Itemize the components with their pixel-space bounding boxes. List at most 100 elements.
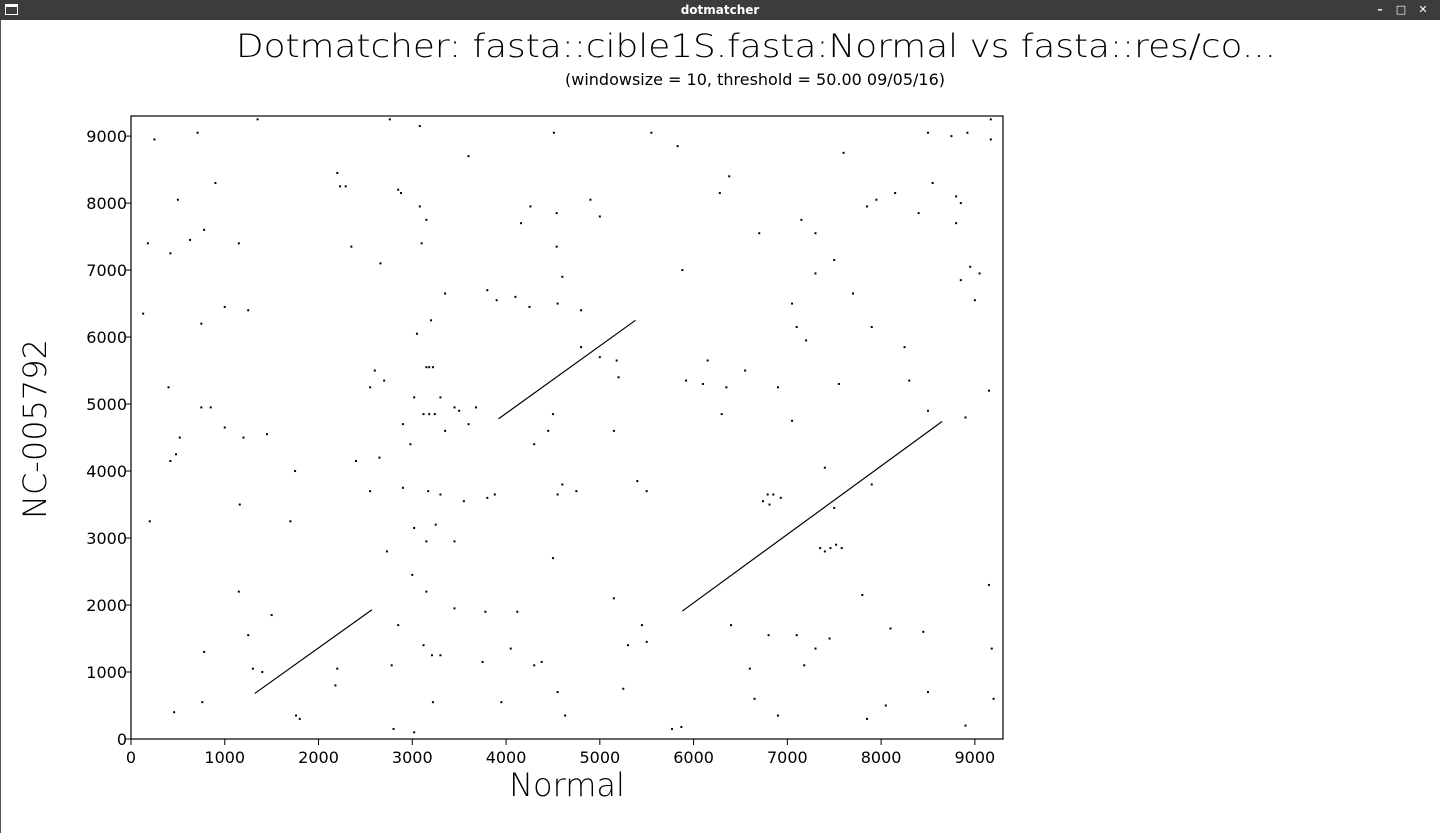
dot-point bbox=[475, 406, 478, 409]
dot-point bbox=[926, 131, 929, 134]
dot-point bbox=[753, 697, 756, 700]
dot-point bbox=[425, 540, 428, 543]
dot-point bbox=[176, 198, 179, 201]
dot-point bbox=[261, 671, 264, 674]
dot-point bbox=[203, 228, 206, 231]
dot-point bbox=[453, 540, 456, 543]
dot-point bbox=[800, 218, 803, 221]
dot-point bbox=[884, 704, 887, 707]
y-tick-label: 5000 bbox=[86, 395, 127, 414]
dot-point bbox=[728, 175, 731, 178]
dot-point bbox=[529, 205, 532, 208]
dot-point bbox=[169, 459, 172, 462]
dot-point bbox=[169, 252, 172, 255]
dot-point bbox=[959, 202, 962, 205]
dot-point bbox=[223, 426, 226, 429]
dot-point bbox=[779, 496, 782, 499]
dot-point bbox=[256, 118, 259, 121]
dot-point bbox=[950, 135, 953, 138]
dot-point bbox=[400, 192, 403, 195]
dot-point bbox=[833, 506, 836, 509]
dot-point bbox=[978, 272, 981, 275]
dot-point bbox=[555, 245, 558, 248]
dot-point bbox=[833, 259, 836, 262]
dot-point bbox=[575, 490, 578, 493]
chart-title: Dotmatcher: fasta::cible1S.fasta:Normal … bbox=[236, 27, 1276, 65]
dot-point bbox=[926, 691, 929, 694]
dot-point bbox=[556, 302, 559, 305]
dot-point bbox=[453, 607, 456, 610]
dot-point bbox=[415, 332, 418, 335]
dot-point bbox=[369, 490, 372, 493]
minimize-icon[interactable]: – bbox=[1377, 3, 1383, 16]
dot-point bbox=[484, 610, 487, 613]
dot-point bbox=[671, 727, 674, 730]
dot-point bbox=[201, 701, 204, 704]
dot-point bbox=[425, 366, 428, 369]
dot-point bbox=[223, 305, 226, 308]
dot-point bbox=[528, 305, 531, 308]
dot-point bbox=[650, 131, 653, 134]
dot-point bbox=[369, 386, 372, 389]
dot-point bbox=[397, 624, 400, 627]
dot-point bbox=[959, 279, 962, 282]
chart-subtitle: (windowsize = 10, threshold = 50.00 09/0… bbox=[565, 70, 945, 89]
dot-point bbox=[776, 714, 779, 717]
dot-point bbox=[555, 212, 558, 215]
dot-point bbox=[875, 198, 878, 201]
dot-point bbox=[795, 326, 798, 329]
dot-point bbox=[851, 292, 854, 295]
dot-point bbox=[533, 664, 536, 667]
x-tick-label: 3000 bbox=[392, 748, 433, 767]
plot-area bbox=[130, 115, 1004, 740]
dot-point bbox=[434, 523, 437, 526]
window-title: dotmatcher bbox=[680, 3, 760, 17]
dot-point bbox=[420, 242, 423, 245]
dot-point bbox=[829, 547, 832, 550]
dot-point bbox=[200, 406, 203, 409]
dot-point bbox=[214, 181, 217, 184]
dot-point bbox=[955, 222, 958, 225]
dot-point bbox=[922, 630, 925, 633]
dot-point bbox=[828, 637, 831, 640]
dot-point bbox=[866, 717, 869, 720]
x-tick-label: 2000 bbox=[298, 748, 339, 767]
dot-point bbox=[894, 192, 897, 195]
dot-point bbox=[458, 409, 461, 412]
y-tick-label: 3000 bbox=[86, 529, 127, 548]
dot-point bbox=[551, 413, 554, 416]
dot-point bbox=[720, 413, 723, 416]
dot-point bbox=[462, 500, 465, 503]
y-tick-label: 4000 bbox=[86, 462, 127, 481]
dot-point bbox=[444, 292, 447, 295]
dot-point bbox=[772, 493, 775, 496]
dot-point bbox=[842, 151, 845, 154]
dot-point bbox=[685, 379, 688, 382]
dot-point bbox=[989, 118, 992, 121]
dot-point bbox=[966, 131, 969, 134]
app-window-icon[interactable] bbox=[5, 4, 18, 15]
dot-point bbox=[768, 503, 771, 506]
maximize-icon[interactable]: □ bbox=[1395, 3, 1407, 16]
dot-point bbox=[612, 429, 615, 432]
dot-point bbox=[866, 205, 869, 208]
dot-point bbox=[237, 242, 240, 245]
x-tick-label: 6000 bbox=[673, 748, 714, 767]
dot-point bbox=[392, 727, 395, 730]
dot-point bbox=[196, 131, 199, 134]
dot-point bbox=[200, 322, 203, 325]
dot-point bbox=[767, 634, 770, 637]
dot-point bbox=[439, 396, 442, 399]
dot-point bbox=[173, 711, 176, 714]
dot-point bbox=[730, 624, 733, 627]
dot-point bbox=[379, 262, 382, 265]
dot-point bbox=[486, 289, 489, 292]
dot-point bbox=[430, 654, 433, 657]
dot-point bbox=[840, 547, 843, 550]
dot-point bbox=[598, 356, 601, 359]
x-axis: 0 1000 2000 3000 4000 5000 6000 7000 8000 9000 bbox=[126, 739, 995, 767]
dot-point bbox=[908, 379, 911, 382]
dot-point bbox=[803, 664, 806, 667]
dot-point bbox=[428, 366, 431, 369]
close-icon[interactable]: ✕ bbox=[1418, 3, 1428, 16]
